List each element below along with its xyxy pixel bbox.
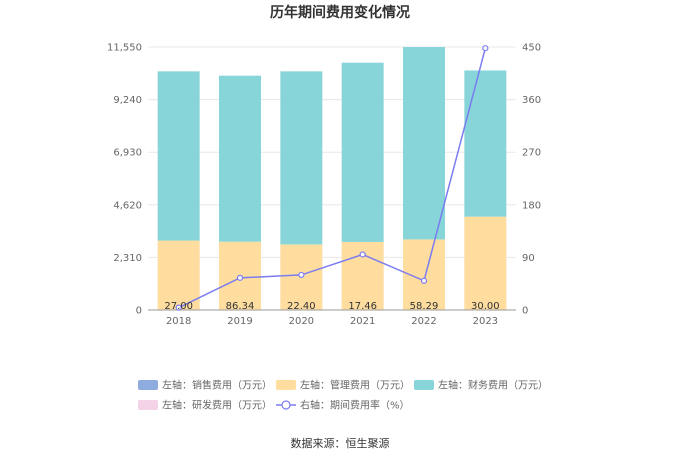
rate-point — [298, 271, 305, 279]
y-left-tick-label: 6,930 — [113, 148, 142, 159]
x-tick-label: 2022 — [411, 316, 436, 327]
y-right-tick-label: 450 — [522, 43, 541, 54]
y-right-tick-label: 180 — [522, 200, 541, 211]
x-tick-label: 2020 — [289, 316, 314, 327]
legend-swatch-sales — [138, 380, 158, 390]
data-label: 30.00 — [471, 301, 500, 312]
bar-finance — [341, 62, 384, 242]
y-left-tick-label: 11,550 — [107, 43, 142, 54]
legend-swatch-finance — [414, 380, 434, 390]
legend-label: 右轴：期间费用率（%） — [300, 399, 410, 412]
y-left-tick-label: 2,310 — [113, 253, 142, 264]
bar-finance — [403, 47, 445, 240]
rate-point — [359, 251, 366, 258]
data-label: 17.46 — [348, 301, 377, 312]
y-right-tick-label: 360 — [522, 95, 541, 106]
legend: 左轴：销售费用（万元） 左轴：管理费用（万元） 左轴：财务费用（万元） 左轴：研发费用… — [138, 379, 548, 412]
bar-mgmt — [464, 216, 507, 310]
legend-swatch-mgmt — [276, 380, 296, 390]
rate-point — [236, 274, 244, 281]
bar-finance — [280, 71, 323, 245]
legend-swatch-rd — [138, 400, 158, 410]
bar-finance — [464, 70, 507, 217]
x-tick-label: 2018 — [166, 316, 191, 327]
y-right-tick-label: 0 — [522, 306, 528, 317]
y-right-tick-label: 90 — [522, 253, 535, 264]
data-label: 58.29 — [410, 301, 439, 312]
source-note: 数据来源：恒生聚源 — [291, 436, 390, 450]
y-left-tick-label: 4,620 — [113, 200, 142, 211]
rate-point — [482, 45, 489, 52]
legend-label: 左轴：研发费用（万元） — [162, 399, 272, 412]
bar-finance — [219, 75, 261, 242]
legend-marker-rate — [281, 400, 291, 410]
data-label: 27.00 — [164, 301, 193, 312]
rate-point — [175, 304, 182, 311]
bar-finance — [157, 71, 200, 241]
data-label: 22.40 — [287, 301, 316, 312]
x-tick-label: 2021 — [350, 316, 375, 327]
legend-label: 左轴：销售费用（万元） — [162, 379, 272, 392]
bar-mgmt — [157, 240, 200, 310]
data-labels: 27.00 86.34 22.40 17.46 58.29 30.00 — [164, 301, 499, 312]
data-label: 86.34 — [226, 301, 255, 312]
y-left-tick-label: 9,240 — [113, 95, 142, 106]
x-tick-label: 2019 — [227, 316, 252, 327]
chart-title: 历年期间费用变化情况 — [270, 4, 410, 21]
rate-point — [420, 277, 428, 284]
x-tick-label: 2023 — [473, 316, 498, 327]
rate-line-path — [178, 47, 487, 309]
legend-label: 左轴：管理费用（万元） — [300, 379, 410, 392]
grid — [148, 46, 516, 258]
rate-line — [175, 45, 489, 311]
axes: 0 2,310 4,620 6,930 9,240 11,550 0 90 180 270 360 4… — [107, 43, 541, 328]
legend-label: 左轴：财务费用（万元） — [438, 379, 548, 392]
bars — [157, 47, 507, 310]
y-right-tick-label: 270 — [522, 148, 541, 159]
y-left-tick-label: 0 — [136, 306, 142, 317]
